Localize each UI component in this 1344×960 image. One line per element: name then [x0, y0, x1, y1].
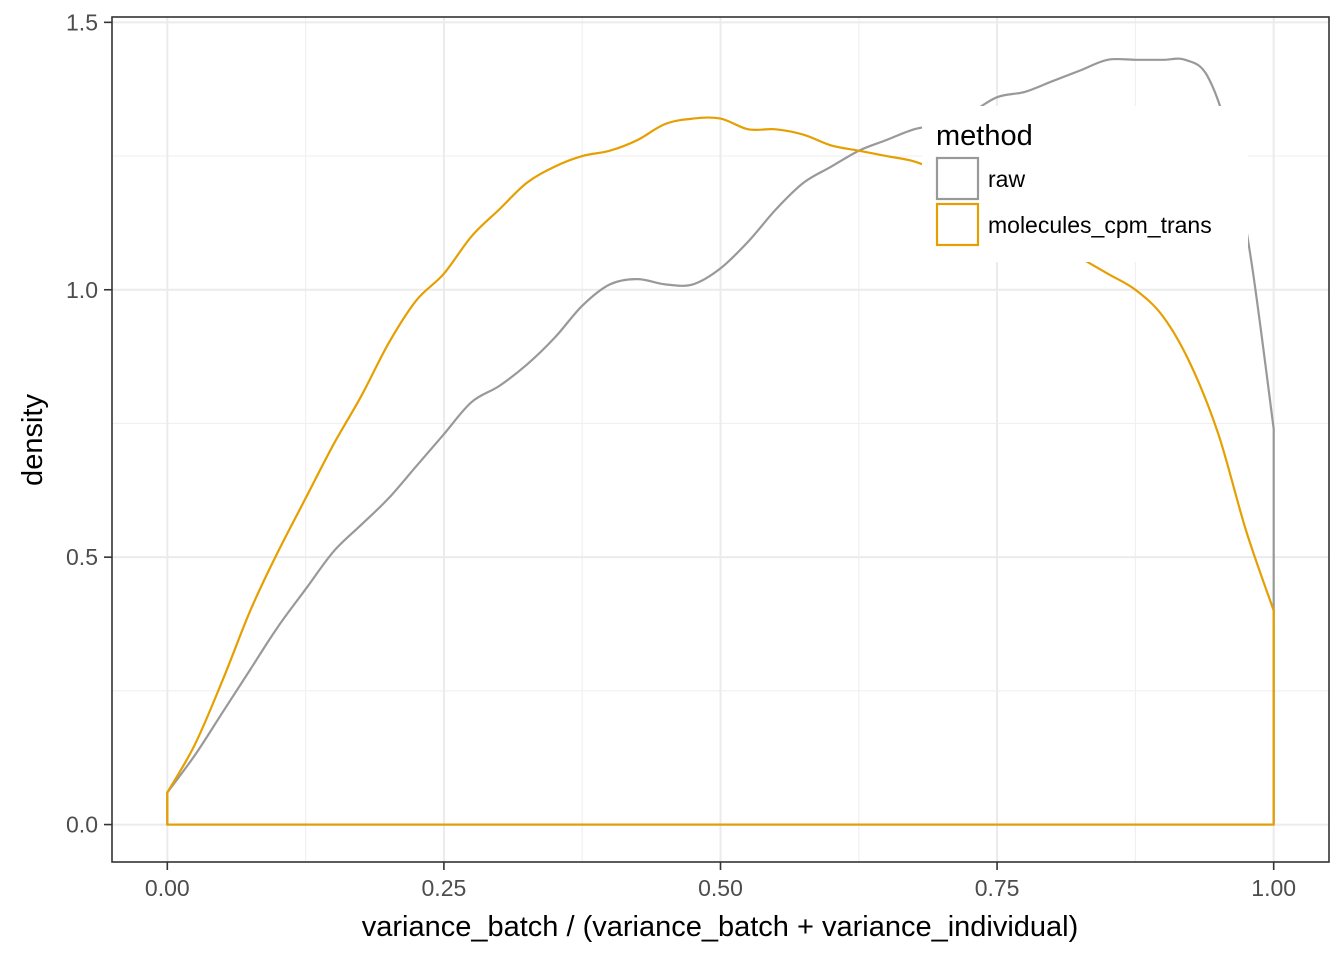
x-tick-label: 0.50	[698, 875, 743, 901]
y-tick-label: 0.0	[66, 812, 98, 838]
legend-key-raw	[935, 156, 980, 201]
legend: method raw molecules_cpm_trans	[922, 106, 1248, 262]
x-tick-label: 0.25	[422, 875, 467, 901]
density-line-raw	[166, 57, 1275, 826]
legend-key-molecules-cpm-trans	[935, 202, 980, 247]
x-tick-label: 0.00	[145, 875, 190, 901]
x-axis-title: variance_batch / (variance_batch + varia…	[362, 911, 1079, 943]
legend-label: molecules_cpm_trans	[988, 212, 1212, 238]
x-tick-label: 0.75	[975, 875, 1020, 901]
x-axis: 0.00 0.25 0.50 0.75 1.00	[145, 862, 1296, 901]
major-gridlines	[112, 17, 1329, 862]
density-series	[166, 57, 1275, 826]
y-tick-label: 0.5	[66, 544, 98, 570]
y-tick-label: 1.0	[66, 277, 98, 303]
x-tick-label: 1.00	[1251, 875, 1296, 901]
density-line-molecules-cpm-trans	[166, 116, 1275, 826]
y-axis: 0.0 0.5 1.0 1.5	[66, 9, 112, 838]
legend-label: raw	[988, 166, 1025, 192]
y-axis-title: density	[17, 394, 49, 486]
y-tick-label: 1.5	[66, 9, 98, 35]
legend-title: method	[936, 120, 1033, 152]
